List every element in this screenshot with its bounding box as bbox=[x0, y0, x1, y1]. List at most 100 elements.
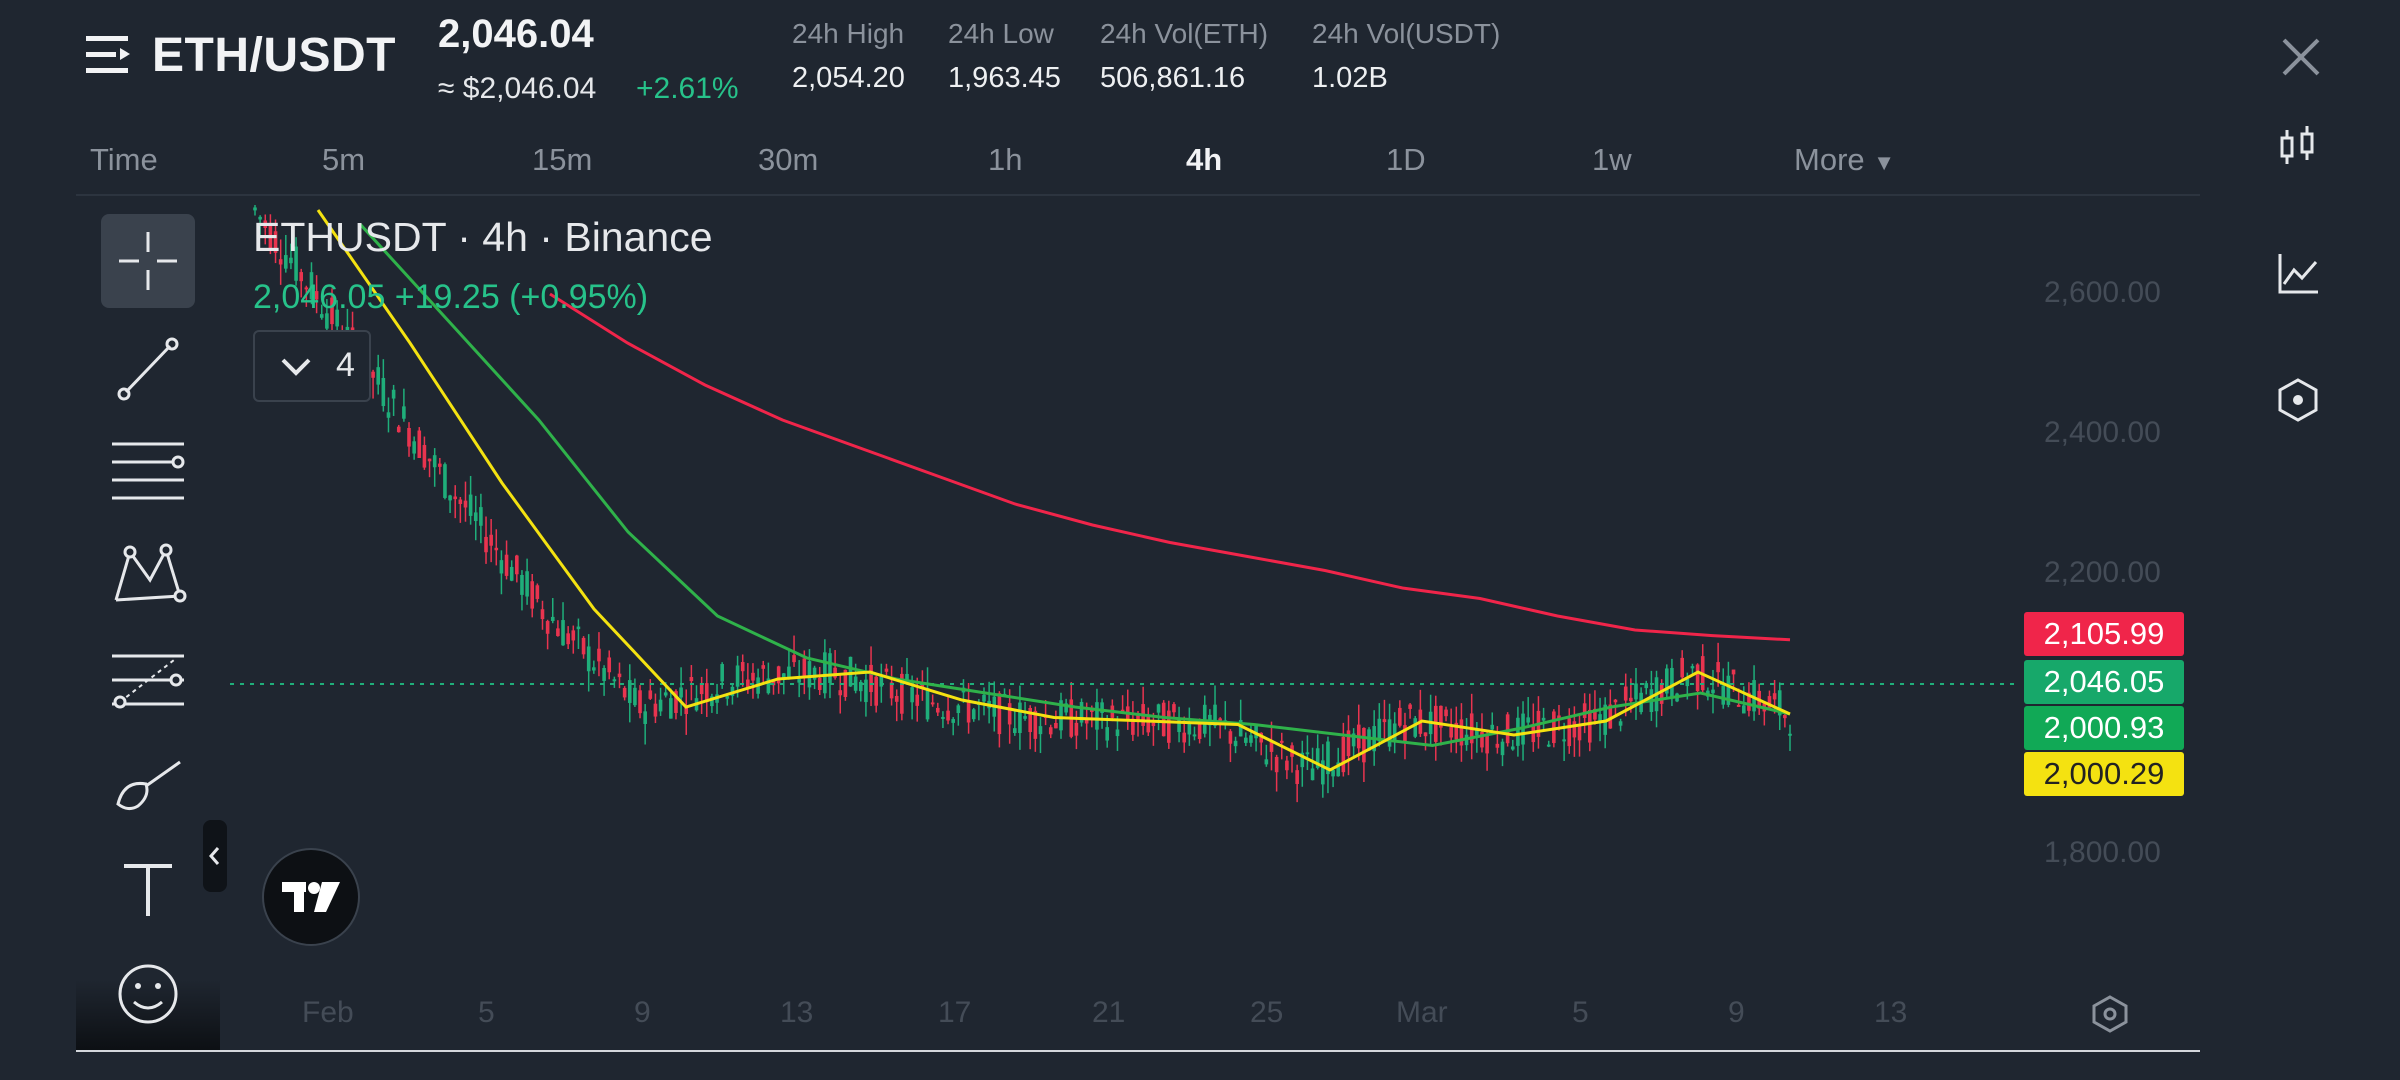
candle-body bbox=[843, 669, 848, 697]
candle-body bbox=[504, 554, 509, 576]
candle-body bbox=[956, 705, 961, 714]
candle-body bbox=[1510, 746, 1515, 750]
close-icon[interactable] bbox=[2278, 34, 2324, 80]
tab-4h[interactable]: 4h bbox=[1186, 142, 1223, 177]
candle-body bbox=[802, 658, 807, 678]
trend-line-icon[interactable] bbox=[100, 324, 196, 414]
candle-body bbox=[494, 547, 499, 551]
candle-body bbox=[1054, 723, 1058, 729]
candle-body bbox=[1146, 716, 1151, 733]
text-tool-icon[interactable] bbox=[100, 842, 196, 932]
candle-body bbox=[1459, 719, 1464, 746]
line-chart-icon[interactable] bbox=[2274, 250, 2322, 298]
tab-1d[interactable]: 1D bbox=[1386, 142, 1426, 177]
tradingview-logo[interactable] bbox=[262, 848, 360, 946]
candle-body bbox=[1747, 692, 1751, 711]
toolbar-collapse-button[interactable] bbox=[203, 820, 227, 892]
candle-body bbox=[576, 626, 581, 630]
candle-body bbox=[1367, 729, 1371, 751]
price-tag-ma-green: 2,000.93 bbox=[2024, 706, 2184, 750]
y-tick-label: 1,800.00 bbox=[2044, 836, 2161, 869]
candle-body bbox=[1736, 704, 1741, 707]
candle-body bbox=[1156, 704, 1161, 713]
candle-body bbox=[294, 246, 298, 281]
candle-body bbox=[509, 566, 514, 581]
menu-icon[interactable] bbox=[86, 34, 132, 76]
candle-body bbox=[1341, 736, 1346, 773]
tab-1w[interactable]: 1w bbox=[1592, 142, 1632, 177]
candle-body bbox=[1777, 690, 1782, 716]
candles-icon[interactable] bbox=[2274, 122, 2322, 170]
candle-body bbox=[586, 646, 591, 672]
candle-body bbox=[304, 287, 309, 290]
candle-body bbox=[402, 406, 406, 419]
candle-body bbox=[720, 664, 724, 682]
x-tick-label: Mar bbox=[1396, 996, 1448, 1029]
candle-body bbox=[971, 709, 976, 720]
fib-tool-icon[interactable] bbox=[100, 636, 196, 726]
candle-body bbox=[925, 688, 930, 720]
tab-more[interactable]: More ▼ bbox=[1794, 142, 1895, 178]
candle-body bbox=[679, 687, 683, 698]
candle-body bbox=[592, 667, 596, 671]
candle-body bbox=[905, 673, 909, 681]
candle-body bbox=[289, 257, 293, 264]
candle-body bbox=[884, 668, 889, 672]
ma-red-line bbox=[549, 292, 1791, 642]
toolbar-fade bbox=[76, 980, 220, 1052]
candle-body bbox=[1752, 680, 1756, 712]
candle-body bbox=[350, 327, 355, 331]
candle-body bbox=[1608, 704, 1613, 729]
candle-body bbox=[858, 681, 863, 692]
candle-body bbox=[1033, 710, 1038, 739]
candle-body bbox=[253, 207, 257, 211]
candle-body bbox=[407, 428, 411, 447]
candle-body bbox=[704, 683, 709, 703]
candle-body bbox=[710, 696, 714, 707]
candle-body bbox=[1310, 768, 1315, 781]
candle-body bbox=[381, 377, 386, 407]
axis-settings-icon[interactable] bbox=[2090, 994, 2130, 1034]
divider bbox=[76, 194, 2200, 196]
horizontal-lines-icon[interactable] bbox=[100, 426, 196, 516]
candle-body bbox=[1629, 697, 1633, 702]
candle-body bbox=[910, 687, 914, 703]
chevron-down-icon bbox=[281, 358, 311, 376]
pair-title[interactable]: ETH/USDT bbox=[152, 29, 396, 82]
candle-body bbox=[550, 616, 555, 621]
candle-body bbox=[1711, 689, 1715, 694]
candle-body bbox=[1269, 741, 1274, 752]
candle-body bbox=[1218, 718, 1222, 721]
candle-body bbox=[1115, 729, 1120, 737]
candle-body bbox=[725, 696, 730, 699]
candle-body bbox=[1598, 714, 1602, 722]
x-tick-label: Feb bbox=[302, 996, 354, 1029]
x-tick-label: 9 bbox=[634, 996, 651, 1029]
candle-body bbox=[412, 441, 416, 454]
candle-body bbox=[432, 455, 437, 468]
candle-body bbox=[1680, 657, 1684, 678]
candle-body bbox=[1593, 708, 1597, 720]
candle-body bbox=[571, 630, 576, 641]
settings-icon[interactable] bbox=[2274, 376, 2322, 424]
candle-body bbox=[1767, 696, 1772, 708]
candle-body bbox=[684, 707, 689, 715]
candle-body bbox=[1151, 722, 1156, 727]
pattern-tool-icon[interactable] bbox=[100, 530, 196, 620]
candle-body bbox=[1634, 683, 1638, 700]
crosshair-tool[interactable] bbox=[101, 214, 195, 308]
emoji-icon[interactable] bbox=[100, 950, 196, 1040]
tab-15m[interactable]: 15m bbox=[532, 142, 593, 177]
candle-body bbox=[1454, 722, 1459, 740]
x-tick-label: 5 bbox=[1572, 996, 1589, 1029]
candle-body bbox=[1495, 743, 1500, 748]
brush-tool-icon[interactable] bbox=[100, 744, 196, 834]
tab-1h[interactable]: 1h bbox=[988, 142, 1023, 177]
candle-body bbox=[386, 412, 391, 418]
candle-body bbox=[1018, 702, 1022, 734]
candle-body bbox=[766, 678, 771, 694]
tab-5m[interactable]: 5m bbox=[322, 142, 366, 177]
tab-30m[interactable]: 30m bbox=[758, 142, 819, 177]
indicator-toggle-button[interactable] bbox=[253, 330, 371, 402]
